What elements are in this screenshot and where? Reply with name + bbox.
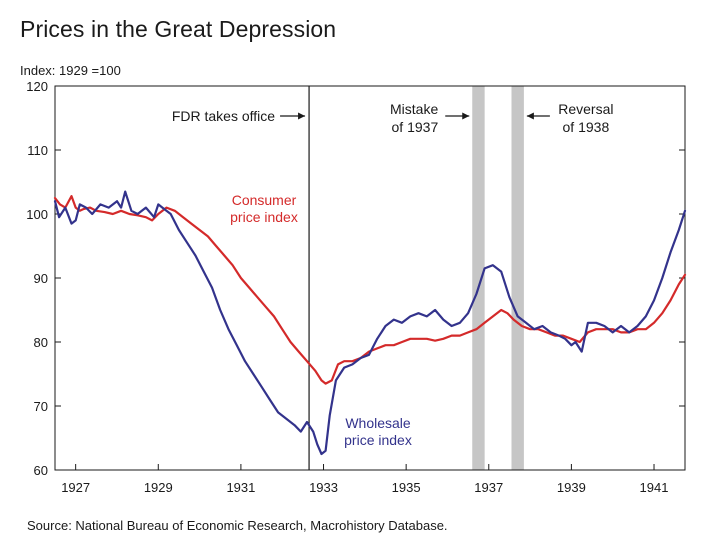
annotation-reversal-text-line-2: of 1938 [563, 119, 610, 135]
axis-ticks: 60 70 80 90 100 110 120 1927 1929 1931 1933 1935 193… [26, 79, 685, 495]
series-label-consumer-line-1: Consumer [232, 192, 297, 208]
series-label-wholesale-line-1: Wholesale [345, 415, 411, 431]
band-mistake [472, 86, 485, 470]
x-tick-label-1935: 1935 [392, 480, 421, 495]
series-lines [53, 190, 687, 456]
y-tick-label-100: 100 [26, 207, 48, 222]
annotation-mistake-text-line-2: of 1937 [392, 119, 439, 135]
source-note: Source: National Bureau of Economic Rese… [27, 518, 448, 533]
annotation-mistake-text-line-1: Mistake [390, 101, 438, 117]
annotation-mistake-arrow-head [462, 112, 470, 120]
x-tick-label-1937: 1937 [474, 480, 503, 495]
annotation-fdr-text: FDR takes office [172, 108, 275, 124]
series-label-wholesale-line-2: price index [344, 432, 412, 448]
annotation-reversal-arrow-head [526, 112, 534, 120]
y-tick-label-60: 60 [34, 463, 48, 478]
series-line-wholesale-price-index [53, 190, 687, 456]
y-tick-label-110: 110 [27, 143, 48, 158]
chart-title: Prices in the Great Depression [20, 16, 337, 42]
annotation-reversal-text-line-1: Reversal [558, 101, 613, 117]
x-tick-label-1941: 1941 [640, 480, 669, 495]
series-label-consumer-line-2: price index [230, 209, 298, 225]
band-reversal [511, 86, 524, 470]
y-tick-label-70: 70 [34, 399, 48, 414]
annotation-fdr-arrow-head [298, 112, 306, 120]
x-tick-label-1933: 1933 [309, 480, 338, 495]
y-tick-label-120: 120 [26, 79, 48, 94]
y-tick-label-90: 90 [34, 271, 48, 286]
plot-frame [54, 85, 686, 471]
y-tick-label-80: 80 [34, 335, 48, 350]
x-tick-label-1931: 1931 [226, 480, 255, 495]
x-tick-label-1939: 1939 [557, 480, 586, 495]
x-tick-label-1929: 1929 [144, 480, 173, 495]
y-axis-unit-label: Index: 1929 =100 [20, 63, 121, 78]
series-line-consumer-price-index [53, 195, 687, 385]
x-tick-label-1927: 1927 [61, 480, 90, 495]
shaded-periods [472, 86, 524, 470]
